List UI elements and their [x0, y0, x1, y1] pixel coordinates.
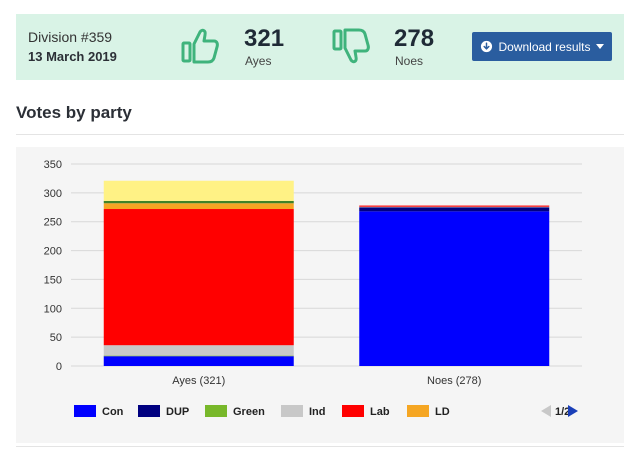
x-category-label: Ayes (321) [172, 375, 225, 387]
legend-swatch [205, 405, 227, 417]
divider [16, 134, 624, 135]
bar-ind-noes[interactable] [359, 206, 550, 208]
division-number: Division #359 [28, 29, 113, 45]
download-results-label: Download results [498, 39, 591, 54]
legend-next-icon[interactable] [568, 405, 578, 417]
download-icon [481, 40, 493, 53]
legend-item-ind[interactable]: Ind [281, 405, 326, 418]
caret-down-icon [595, 44, 604, 49]
y-tick-label: 300 [44, 188, 62, 200]
thumbs-down-icon [332, 28, 370, 64]
legend-label: Green [233, 406, 265, 418]
legend-swatch [74, 405, 96, 417]
bar-green-ayes[interactable] [103, 355, 294, 357]
legend-label: Ind [309, 406, 326, 418]
legend-swatch [281, 405, 303, 417]
division-summary: Division #359 13 March 2019 321 Ayes 278… [16, 14, 624, 80]
bar-ld-ayes[interactable] [103, 203, 294, 210]
legend-prev-icon[interactable] [541, 405, 551, 417]
divider [16, 446, 624, 447]
legend-swatch [342, 405, 364, 417]
legend-label: Con [102, 406, 124, 418]
legend-swatch [407, 405, 429, 417]
legend-item-con[interactable]: Con [74, 405, 124, 418]
legend-swatch [138, 405, 160, 417]
division-date: 13 March 2019 [28, 49, 117, 64]
bar-con-ayes[interactable] [103, 356, 294, 366]
bar-lab-noes[interactable] [359, 205, 550, 207]
legend-item-lab[interactable]: Lab [342, 405, 390, 418]
y-tick-label: 150 [44, 274, 62, 286]
ayes-count: 321 [244, 25, 285, 52]
y-tick-label: 100 [44, 303, 62, 315]
download-results-button[interactable]: Download results [472, 32, 612, 61]
y-tick-label: 250 [44, 217, 62, 229]
legend-label: DUP [166, 406, 189, 418]
ayes-label: Ayes [245, 54, 272, 68]
bar-lab-ayes[interactable] [103, 209, 294, 346]
chart-canvas: 0 50 100 150 200 250 300 350 Ayes (321) Noes (27… [44, 159, 582, 418]
y-tick-label: 200 [44, 246, 62, 258]
thumbs-up-icon [181, 28, 219, 64]
legend-item-ld[interactable]: LD [407, 405, 450, 418]
legend-page-indicator: 1/2 [555, 406, 570, 418]
y-tick-label: 50 [50, 332, 62, 344]
bar-snp-ayes[interactable] [103, 180, 294, 201]
noes-label: Noes [395, 54, 424, 68]
bar-dup-noes[interactable] [359, 207, 550, 212]
y-tick-label: 350 [44, 159, 62, 171]
noes-count: 278 [394, 25, 435, 52]
votes-by-party-chart: 0 50 100 150 200 250 300 350 Ayes (321) Noes (27… [16, 147, 624, 443]
legend-item-dup[interactable]: DUP [138, 405, 189, 418]
bar-pc-ayes[interactable] [103, 200, 294, 204]
legend-label: Lab [370, 406, 390, 418]
section-title: Votes by party [16, 103, 132, 122]
bar-ind-ayes[interactable] [103, 345, 294, 356]
x-category-label: Noes (278) [427, 375, 481, 387]
bar-con-noes[interactable] [359, 211, 550, 366]
legend-item-green[interactable]: Green [205, 405, 265, 418]
legend-label: LD [435, 406, 450, 418]
y-tick-label: 0 [56, 361, 62, 373]
